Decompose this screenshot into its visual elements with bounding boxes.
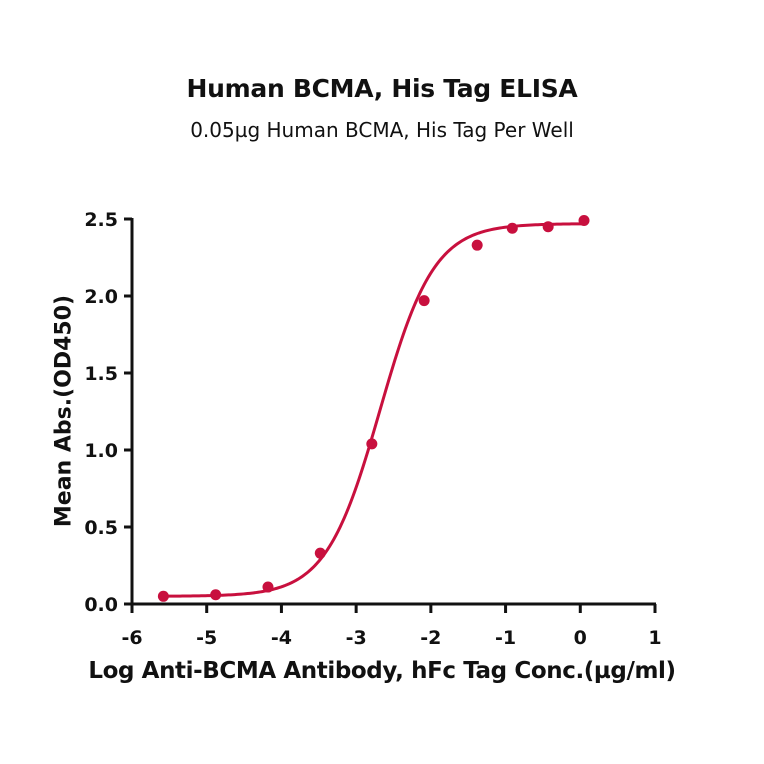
data-point [542,221,554,233]
chart-title: Human BCMA, His Tag ELISA [186,74,578,103]
data-point [314,547,326,559]
x-tick-label: -1 [495,627,516,649]
x-tick-label: -3 [346,627,367,649]
x-tick-label: -4 [271,627,292,649]
data-point [471,239,483,251]
chart-subtitle: 0.05µg Human BCMA, His Tag Per Well [190,118,574,142]
data-point [506,222,518,234]
data-point [366,438,378,450]
x-axis-label: Log Anti-BCMA Antibody, hFc Tag Conc.(µg… [88,658,676,684]
x-tick-label: -2 [420,627,441,649]
x-tick-label: 0 [574,627,587,649]
fit-curve-line [163,222,585,598]
y-tick-label: 2.5 [84,209,118,231]
axes: 0.0 0.5 1.0 1.5 2.0 2.5 -6 -5 -4 -3 -2 -1 0 1 [84,209,661,649]
data-point [418,295,430,307]
x-tick-label: -6 [121,627,142,649]
data-point [157,590,169,602]
x-tick-label: 1 [648,627,661,649]
data-point [210,589,222,601]
data-points [157,215,590,602]
y-tick-label: 1.0 [84,440,118,462]
y-tick-label: 1.5 [84,363,118,385]
fit-curve [163,222,585,598]
data-point [262,581,274,593]
x-tick-label: -5 [196,627,217,649]
data-point [578,215,590,227]
y-tick-label: 2.0 [84,286,118,308]
y-tick-label: 0.0 [84,594,118,616]
y-tick-label: 0.5 [84,517,118,539]
